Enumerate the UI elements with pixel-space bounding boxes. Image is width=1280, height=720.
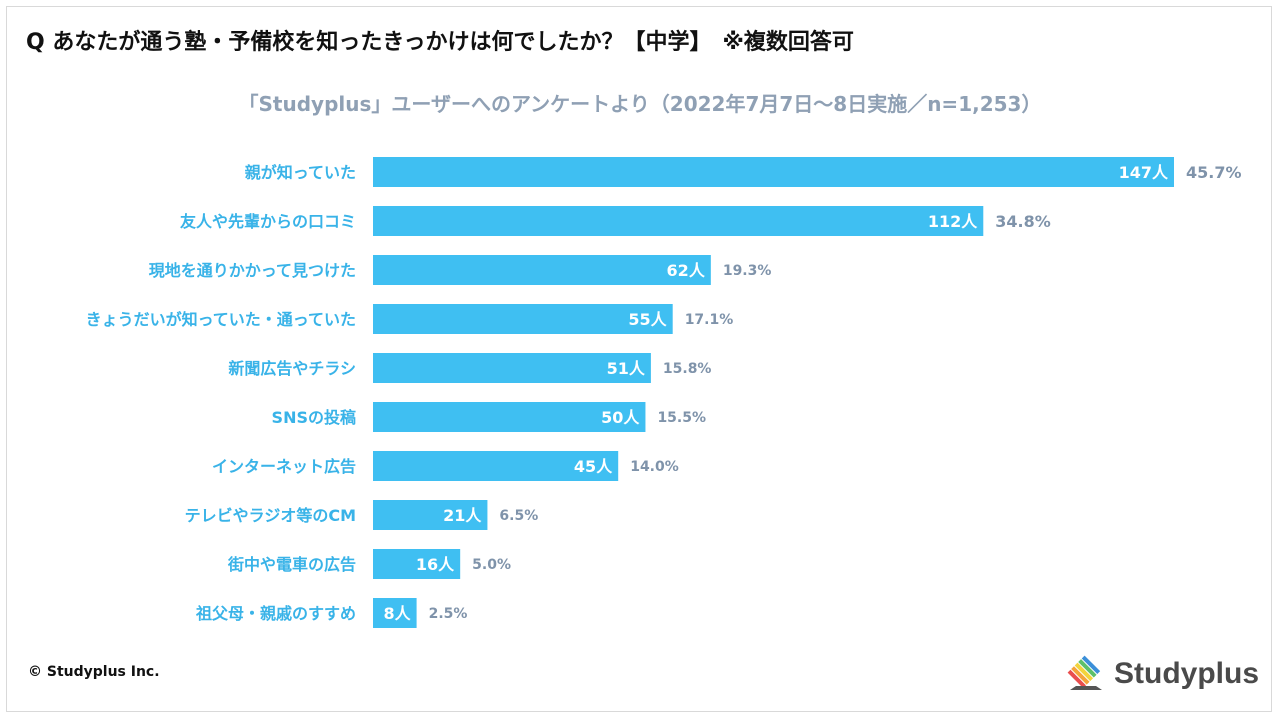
bar [373, 402, 646, 432]
category-label: インターネット広告 [212, 457, 356, 476]
bar [373, 157, 1174, 187]
category-label: 祖父母・親戚のすすめ [195, 604, 356, 623]
category-label: 新聞広告やチラシ [228, 359, 356, 378]
bar-value-label: 51人 [607, 359, 646, 378]
bar-value-label: 8人 [383, 604, 411, 623]
bar-value-label: 16人 [416, 555, 455, 574]
bar [373, 353, 651, 383]
percent-label: 19.3% [723, 263, 772, 279]
category-label: きょうだいが知っていた・通っていた [86, 310, 356, 329]
bar [373, 304, 673, 334]
chart-frame [6, 6, 1272, 712]
bar-value-label: 112人 [928, 212, 978, 231]
category-label: 友人や先輩からの口コミ [180, 212, 356, 231]
category-label: 親が知っていた [245, 163, 356, 182]
percent-label: 15.5% [657, 410, 706, 426]
bar [373, 255, 711, 285]
studyplus-logo-icon [1067, 655, 1102, 690]
bar [373, 500, 488, 530]
bar-value-label: 62人 [667, 261, 706, 280]
studyplus-logo-text: Studyplus [1114, 657, 1260, 690]
question-title: Q あなたが通う塾・予備校を知ったきっかけは何でしたか？【中学】 ※複数回答可 [26, 30, 854, 55]
studyplus-logo: Studyplus [1066, 654, 1259, 694]
category-label: 街中や電車の広告 [227, 555, 356, 574]
percent-label: 15.8% [663, 361, 712, 377]
bar-value-label: 21人 [443, 506, 482, 525]
category-label: SNSの投稿 [272, 408, 356, 427]
bar [373, 451, 619, 481]
bar-value-label: 147人 [1119, 163, 1169, 182]
category-label: テレビやラジオ等のCM [185, 506, 356, 525]
bar-value-label: 45人 [574, 457, 613, 476]
percent-label: 2.5% [429, 606, 468, 622]
bar-chart: 親が知っていた 147人 45.7% 友人や先輩からの口コミ 112人 34.8% 現地を通… [86, 157, 1242, 628]
percent-label: 45.7% [1186, 163, 1242, 182]
survey-subtitle: 「Studyplus」ユーザーへのアンケートより（2022年7月7日〜8日実施／… [238, 92, 1042, 116]
copyright-text: © Studyplus Inc. [28, 664, 160, 680]
bar-value-label: 50人 [601, 408, 640, 427]
category-label: 現地を通りかかって見つけた [149, 261, 356, 280]
percent-label: 5.0% [472, 557, 511, 573]
percent-label: 14.0% [630, 459, 679, 475]
bar [373, 549, 461, 579]
bar-value-label: 55人 [628, 310, 667, 329]
percent-label: 34.8% [995, 212, 1051, 231]
bar [373, 598, 417, 628]
bar [373, 206, 984, 236]
percent-label: 17.1% [685, 312, 734, 328]
percent-label: 6.5% [499, 508, 538, 524]
